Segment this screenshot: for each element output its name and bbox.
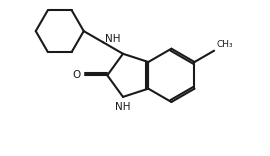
Text: CH₃: CH₃ (217, 40, 234, 49)
Text: O: O (72, 70, 81, 80)
Text: NH: NH (115, 102, 131, 112)
Text: NH: NH (105, 34, 121, 44)
